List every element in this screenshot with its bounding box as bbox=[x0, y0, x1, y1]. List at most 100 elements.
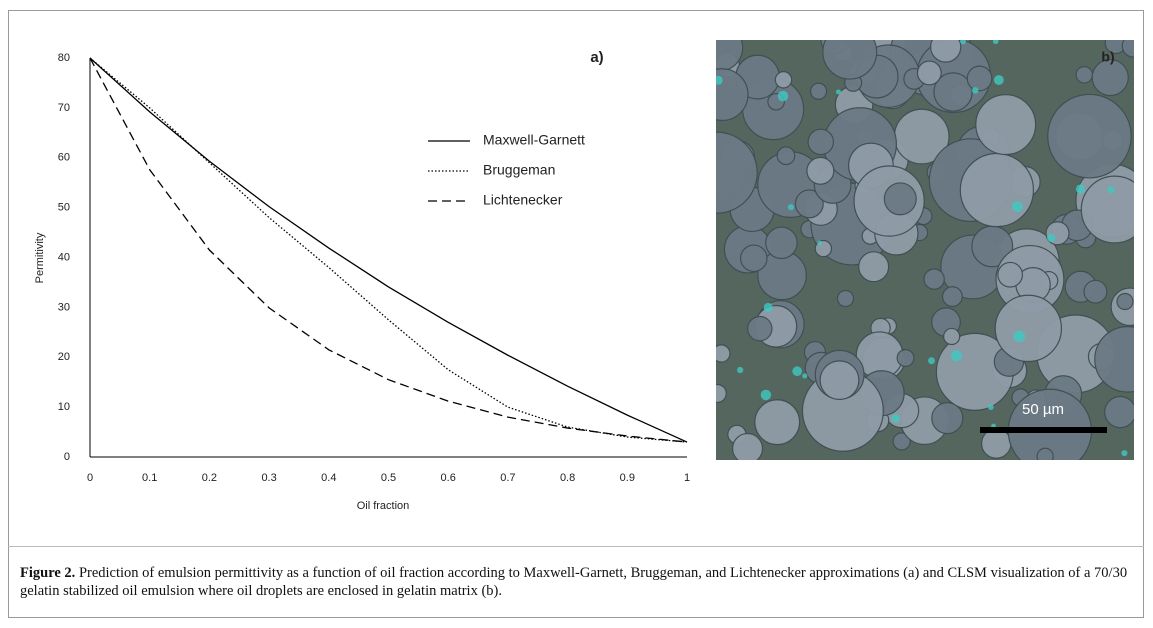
fluorescent-speck bbox=[972, 87, 979, 94]
x-tick-label: 1 bbox=[684, 472, 690, 484]
fluorescent-speck bbox=[1011, 201, 1023, 213]
fluorescent-speck bbox=[760, 389, 772, 401]
caption-label: Figure 2. bbox=[20, 565, 76, 581]
droplet bbox=[1075, 65, 1094, 84]
droplet bbox=[716, 344, 731, 363]
droplet bbox=[923, 268, 945, 290]
panel-label: a) bbox=[590, 49, 603, 66]
fluorescent-speck bbox=[1075, 184, 1086, 194]
legend-label: Maxwell-Garnett bbox=[483, 132, 585, 148]
x-tick-label: 0 bbox=[87, 472, 93, 484]
x-tick-label: 0.3 bbox=[261, 472, 276, 484]
droplet bbox=[774, 71, 793, 89]
droplet bbox=[1091, 58, 1129, 97]
y-tick-label: 40 bbox=[58, 251, 70, 263]
droplet bbox=[819, 360, 860, 401]
series-line bbox=[89, 57, 688, 443]
droplet bbox=[1036, 447, 1054, 460]
series-line bbox=[89, 57, 688, 443]
droplet bbox=[776, 146, 796, 166]
droplet bbox=[809, 82, 828, 100]
fluorescent-speck bbox=[1047, 233, 1056, 243]
series-line bbox=[89, 57, 688, 443]
fluorescent-speck bbox=[787, 204, 795, 211]
fluorescent-speck bbox=[716, 75, 723, 85]
x-tick-label: 0.4 bbox=[321, 472, 336, 484]
fluorescent-speck bbox=[1013, 330, 1026, 343]
x-tick-label: 0.8 bbox=[560, 472, 575, 484]
droplet bbox=[980, 428, 1012, 459]
droplet bbox=[1121, 40, 1134, 58]
droplet bbox=[747, 315, 773, 342]
droplet bbox=[794, 189, 824, 219]
fluorescent-speck bbox=[777, 90, 789, 102]
x-tick-label: 0.1 bbox=[142, 472, 157, 484]
droplet bbox=[916, 60, 942, 86]
y-tick-label: 0 bbox=[64, 451, 70, 463]
fluorescent-speck bbox=[992, 40, 999, 45]
panel-label: b) bbox=[1101, 49, 1114, 65]
droplet bbox=[822, 40, 878, 80]
droplet bbox=[1094, 326, 1134, 393]
droplet bbox=[740, 244, 768, 273]
droplet bbox=[941, 286, 963, 308]
x-tick-label: 0.7 bbox=[500, 472, 515, 484]
fluorescent-speck bbox=[891, 414, 901, 423]
figure-frame bbox=[8, 10, 1144, 618]
fluorescent-speck bbox=[1107, 186, 1115, 194]
droplet bbox=[807, 128, 835, 156]
y-tick-label: 10 bbox=[58, 401, 70, 413]
fluorescent-speck bbox=[928, 357, 935, 365]
droplet bbox=[997, 261, 1024, 288]
caption: Figure 2. Prediction of emulsion permitt… bbox=[20, 564, 1130, 600]
scale-bar bbox=[980, 427, 1107, 433]
droplet bbox=[883, 182, 917, 216]
caption-text: Prediction of emulsion permittivity as a… bbox=[20, 565, 1128, 599]
droplet bbox=[892, 432, 911, 451]
droplet bbox=[858, 251, 890, 283]
y-tick-label: 50 bbox=[58, 202, 70, 214]
scale-bar-label: 50 µm bbox=[1022, 401, 1064, 418]
legend-label: Bruggeman bbox=[483, 162, 555, 178]
droplet bbox=[716, 131, 758, 214]
droplet bbox=[716, 68, 749, 122]
droplet bbox=[959, 152, 1035, 228]
fluorescent-speck bbox=[737, 366, 744, 374]
x-tick-label: 0.6 bbox=[441, 472, 456, 484]
droplet bbox=[836, 289, 855, 308]
droplet bbox=[1047, 93, 1132, 179]
fluorescent-speck bbox=[802, 373, 808, 379]
fluorescent-speck bbox=[835, 89, 841, 95]
fluorescent-speck bbox=[792, 366, 802, 377]
droplet bbox=[731, 432, 764, 460]
x-tick-label: 0.5 bbox=[381, 472, 396, 484]
droplet bbox=[994, 294, 1063, 363]
droplet bbox=[716, 40, 744, 72]
separator bbox=[8, 546, 1144, 547]
fluorescent-speck bbox=[987, 404, 994, 410]
droplet bbox=[931, 401, 964, 435]
droplet bbox=[754, 399, 801, 446]
droplet bbox=[896, 349, 915, 367]
legend-label: Lichtenecker bbox=[483, 192, 563, 208]
x-tick-label: 0.2 bbox=[202, 472, 217, 484]
fluorescent-speck bbox=[950, 350, 963, 362]
droplet bbox=[933, 72, 973, 112]
droplet bbox=[1080, 175, 1134, 244]
y-tick-label: 70 bbox=[58, 102, 70, 114]
y-axis-title: Permitivity bbox=[34, 232, 46, 283]
fluorescent-speck bbox=[1121, 450, 1128, 457]
droplet bbox=[966, 65, 993, 92]
fluorescent-speck bbox=[960, 40, 966, 45]
micrograph bbox=[716, 40, 1134, 460]
fluorescent-speck bbox=[817, 240, 822, 246]
droplet bbox=[1083, 279, 1108, 304]
x-tick-label: 0.9 bbox=[620, 472, 635, 484]
x-axis-title: Oil fraction bbox=[357, 500, 410, 512]
fluorescent-speck bbox=[763, 302, 773, 313]
y-tick-label: 80 bbox=[58, 52, 70, 64]
figure: a) Oil fraction Permitivity b) 50 µm 010… bbox=[34, 40, 1134, 512]
droplet bbox=[943, 327, 961, 346]
droplet bbox=[1116, 292, 1134, 311]
